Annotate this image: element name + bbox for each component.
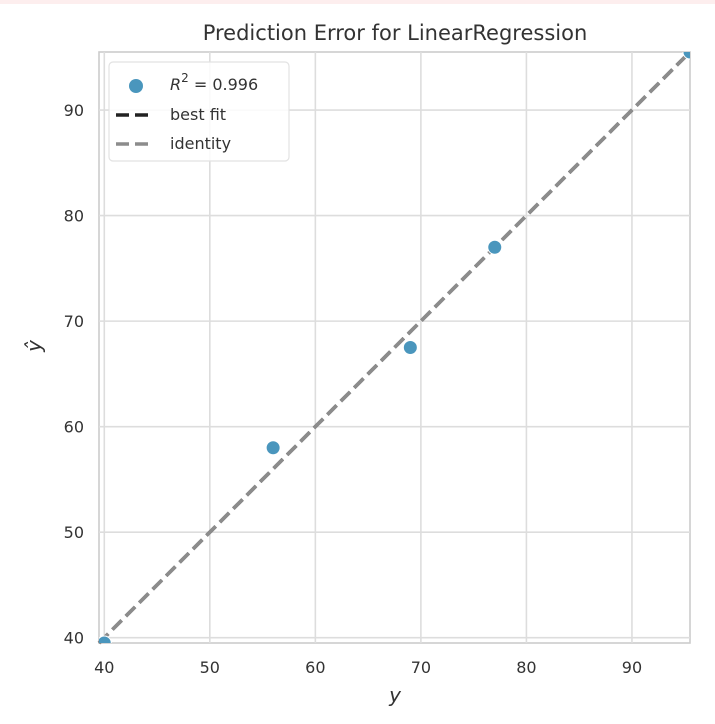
legend-label-identity: identity xyxy=(170,134,231,153)
fit-lines xyxy=(97,50,692,645)
scatter-point xyxy=(402,340,418,355)
scatter-point xyxy=(682,52,690,60)
y-tick-label: 80 xyxy=(64,207,84,226)
legend-marker-r2 xyxy=(129,79,143,93)
y-axis-ticks: 40 50 60 70 80 90 xyxy=(64,101,84,648)
scatter-point xyxy=(487,239,503,255)
x-tick-label: 80 xyxy=(516,658,536,677)
legend: R2 = 0.996 best fit identity xyxy=(108,61,290,162)
x-tick-label: 50 xyxy=(200,658,220,677)
scatter-point xyxy=(99,635,112,643)
x-tick-label: 90 xyxy=(622,658,642,677)
x-axis-ticks: 40 50 60 70 80 90 xyxy=(94,658,642,677)
y-tick-label: 40 xyxy=(64,629,84,648)
scatter-points xyxy=(99,52,690,643)
scatter-point xyxy=(265,440,281,456)
y-tick-label: 70 xyxy=(64,312,84,331)
x-tick-label: 40 xyxy=(94,658,114,677)
grid xyxy=(99,52,690,643)
x-axis-label: y xyxy=(388,683,402,707)
legend-label-best-fit: best fit xyxy=(170,105,226,124)
legend-box xyxy=(108,61,290,162)
y-tick-label: 60 xyxy=(64,418,84,437)
y-tick-label: 90 xyxy=(64,101,84,120)
identity-line xyxy=(97,50,692,645)
x-tick-label: 70 xyxy=(411,658,431,677)
chart-title: Prediction Error for LinearRegression xyxy=(203,21,588,45)
x-tick-label: 60 xyxy=(305,658,325,677)
y-tick-label: 50 xyxy=(64,523,84,542)
top-strip xyxy=(0,0,715,4)
legend-label-r2: R2 = 0.996 xyxy=(170,71,258,94)
y-axis-label: ŷ xyxy=(22,339,46,353)
